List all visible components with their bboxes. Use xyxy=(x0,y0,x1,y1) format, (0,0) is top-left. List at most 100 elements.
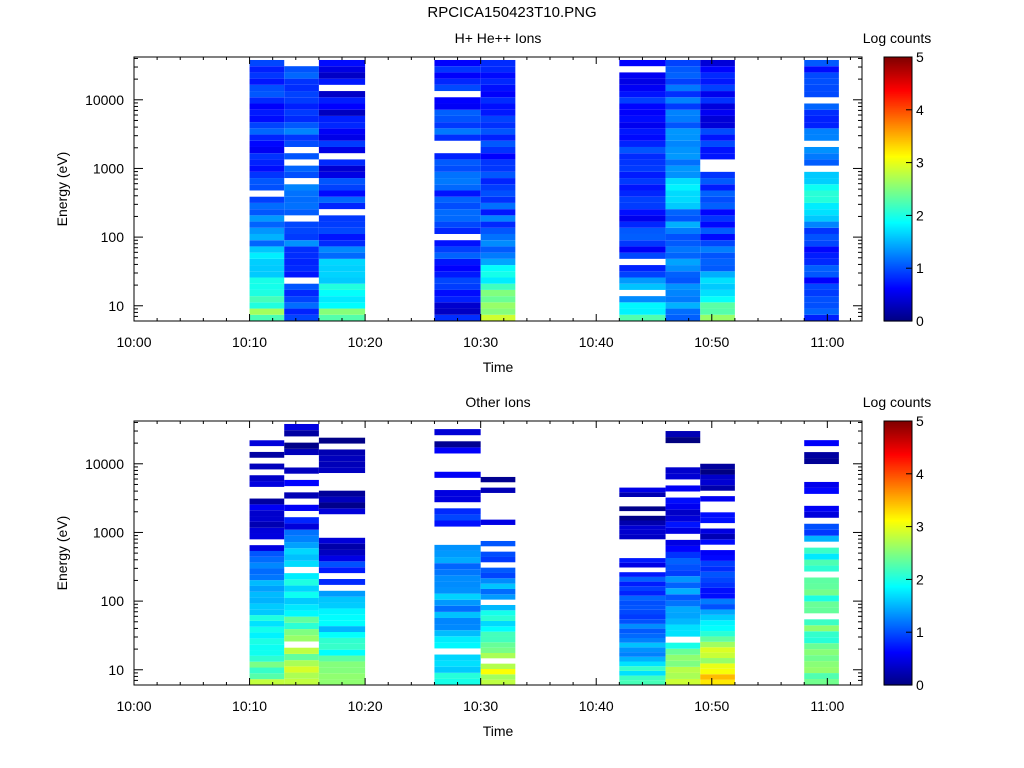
colorbar-cell xyxy=(884,439,912,442)
heatmap-cell xyxy=(700,178,735,185)
heatmap-cell xyxy=(665,666,701,673)
heatmap-cell xyxy=(665,209,701,216)
heatmap-cell xyxy=(700,614,735,621)
heatmap-cell xyxy=(619,246,666,253)
heatmap-cell xyxy=(804,440,839,447)
heatmap-cell xyxy=(284,678,319,685)
heatmap-cell xyxy=(700,587,735,594)
colorbar-cell xyxy=(884,569,912,572)
heatmap-cell xyxy=(284,109,319,116)
colorbar-cell xyxy=(884,621,912,624)
colorbar-cell xyxy=(884,547,912,550)
colorbar-cell xyxy=(884,681,912,684)
colorbar-cell xyxy=(884,123,912,126)
heatmap-cell xyxy=(700,302,735,309)
heatmap-cell xyxy=(619,619,666,624)
x-tick-label: 10:20 xyxy=(348,698,383,714)
colorbar-cell xyxy=(884,599,912,602)
heatmap-cell xyxy=(249,109,285,116)
heatmap-cell xyxy=(480,519,516,525)
heatmap-cell xyxy=(665,159,701,166)
heatmap-cell xyxy=(434,134,481,141)
heatmap-cell xyxy=(619,576,666,582)
heatmap-cell xyxy=(249,527,285,534)
colorbar-cell xyxy=(884,607,912,610)
heatmap-cell xyxy=(434,441,481,448)
colorbar-cell xyxy=(884,297,912,300)
colorbar-cell xyxy=(884,129,912,132)
heatmap-cell xyxy=(665,227,701,234)
colorbar-tick-label: 4 xyxy=(916,466,924,482)
heatmap-cell xyxy=(480,128,516,135)
heatmap-cell xyxy=(619,633,666,638)
heatmap-cell xyxy=(804,240,839,247)
heatmap-cell xyxy=(665,576,701,583)
heatmap-cell xyxy=(804,265,839,272)
heatmap-cell xyxy=(804,487,839,494)
heatmap-cell xyxy=(434,184,481,191)
colorbar-cell xyxy=(884,463,912,466)
colorbar-cell xyxy=(884,517,912,520)
heatmap-cell xyxy=(665,72,701,79)
colorbar-cell xyxy=(884,147,912,150)
colorbar-cell xyxy=(884,251,912,254)
heatmap-cell xyxy=(284,467,319,474)
heatmap-cell xyxy=(434,97,481,104)
heatmap-cell xyxy=(434,277,481,284)
heatmap-cell xyxy=(284,660,319,667)
colorbar-cell xyxy=(884,467,912,470)
heatmap-cell xyxy=(619,647,666,653)
heatmap-cell xyxy=(318,614,366,621)
heatmap-cell xyxy=(318,271,366,278)
heatmap-cell xyxy=(480,594,516,600)
heatmap-cell xyxy=(249,302,285,309)
x-tick-label: 11:00 xyxy=(810,698,844,714)
heatmap-cell xyxy=(619,487,666,493)
colorbar-cell xyxy=(884,279,912,282)
heatmap-cell xyxy=(318,265,366,272)
heatmap-cell xyxy=(665,558,701,565)
colorbar-cell xyxy=(884,567,912,570)
heatmap-cell xyxy=(318,78,366,85)
colorbar-cell xyxy=(884,87,912,90)
heatmap-cell xyxy=(804,625,839,632)
heatmap-cell xyxy=(665,190,701,197)
heatmap-cell xyxy=(318,221,366,228)
chart-title: H+ He++ Ions xyxy=(455,30,542,46)
colorbar-cell xyxy=(884,437,912,440)
colorbar-cell xyxy=(884,65,912,68)
heatmap-cell xyxy=(318,437,366,444)
heatmap-cell xyxy=(284,479,319,487)
colorbar-cell xyxy=(884,303,912,306)
heatmap-cell xyxy=(434,642,481,649)
heatmap-cell xyxy=(665,497,701,504)
heatmap-cell xyxy=(249,673,285,680)
heatmap-cell xyxy=(700,469,735,475)
colorbar-cell xyxy=(884,451,912,454)
heatmap-cell xyxy=(804,643,839,650)
colorbar-cell xyxy=(884,305,912,308)
colorbar-cell xyxy=(884,603,912,606)
colorbar-cell xyxy=(884,553,912,556)
heatmap-cell xyxy=(480,122,516,129)
colorbar-cell xyxy=(884,243,912,246)
heatmap-cell xyxy=(700,128,735,135)
heatmap-cell xyxy=(700,566,735,572)
heatmap-cell xyxy=(249,510,285,517)
heatmap-cell xyxy=(804,631,839,638)
heatmap-cell xyxy=(700,528,735,534)
heatmap-cell xyxy=(700,190,735,197)
heatmap-cell xyxy=(665,437,701,444)
y-tick-label: 10000 xyxy=(85,456,124,472)
heatmap-cell xyxy=(665,600,701,607)
colorbar-cell xyxy=(884,177,912,180)
colorbar-cell xyxy=(884,269,912,272)
colorbar-cell xyxy=(884,113,912,116)
colorbar-cell xyxy=(884,519,912,522)
x-tick-label: 10:50 xyxy=(694,698,729,714)
heatmap-cell xyxy=(249,134,285,141)
heatmap-cell xyxy=(284,492,319,499)
heatmap-cell xyxy=(434,563,481,570)
heatmap-cell xyxy=(284,653,319,661)
colorbar-cell xyxy=(884,643,912,646)
